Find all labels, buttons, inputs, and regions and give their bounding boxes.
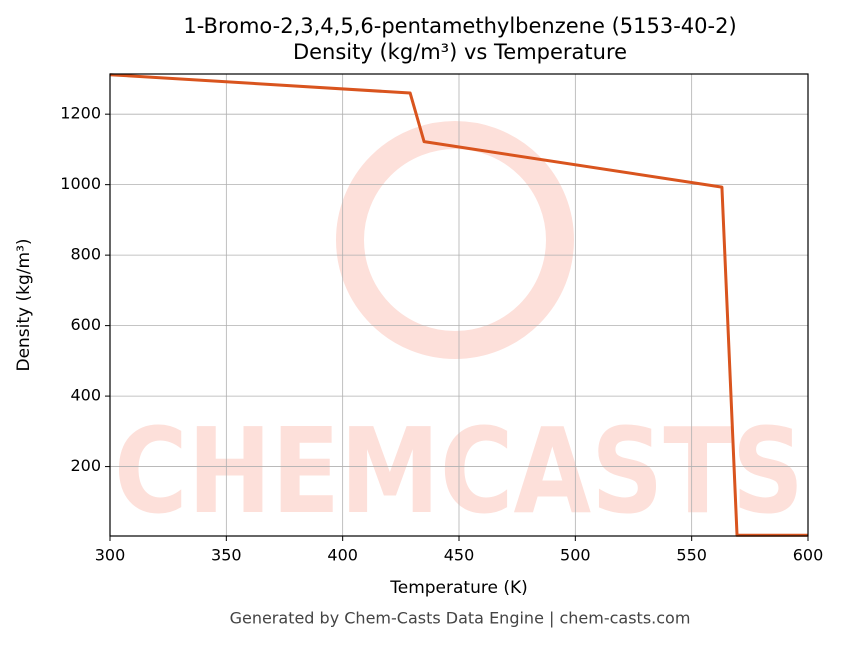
chart-title: 1-Bromo-2,3,4,5,6-pentamethylbenzene (51…	[183, 14, 736, 38]
x-tick-label: 400	[327, 546, 358, 565]
y-tick-label: 1200	[60, 104, 101, 123]
x-tick-label: 600	[793, 546, 824, 565]
y-tick-label: 200	[70, 456, 101, 475]
y-tick-label: 800	[70, 245, 101, 264]
footer: Generated by Chem-Casts Data Engine | ch…	[230, 609, 691, 628]
y-tick-label: 400	[70, 386, 101, 405]
x-tick-label: 550	[676, 546, 707, 565]
x-axis-label: Temperature (K)	[389, 578, 528, 598]
x-tick-label: 300	[95, 546, 126, 565]
x-tick-label: 500	[560, 546, 591, 565]
data-line	[109, 73, 808, 537]
plot-frame	[109, 73, 809, 537]
x-tick-label: 450	[444, 546, 475, 565]
y-axis-label: Density (kg/m³)	[14, 238, 34, 371]
y-tick-label: 600	[70, 315, 101, 334]
x-tick-label: 350	[211, 546, 242, 565]
chart-subtitle: Density (kg/m³) vs Temperature	[293, 40, 627, 64]
watermark-logo	[336, 121, 574, 359]
y-tick-label: 1000	[60, 174, 101, 193]
